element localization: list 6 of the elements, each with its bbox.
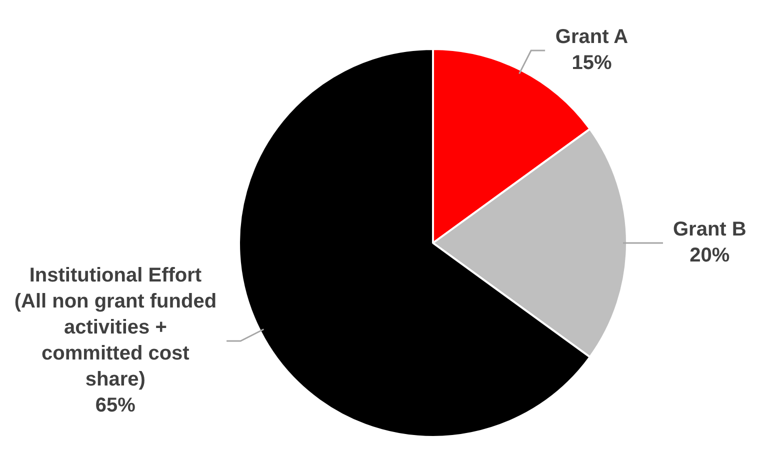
slice-label: Institutional Effort (All non grant funded activities + committed cost share) (14, 264, 217, 391)
data-label: 20% (690, 244, 730, 267)
slice-label: Grant B (673, 218, 746, 241)
data-label: 15% (572, 52, 612, 74)
slice-label: Grant A (555, 26, 628, 48)
data-label: 65% (95, 394, 136, 417)
